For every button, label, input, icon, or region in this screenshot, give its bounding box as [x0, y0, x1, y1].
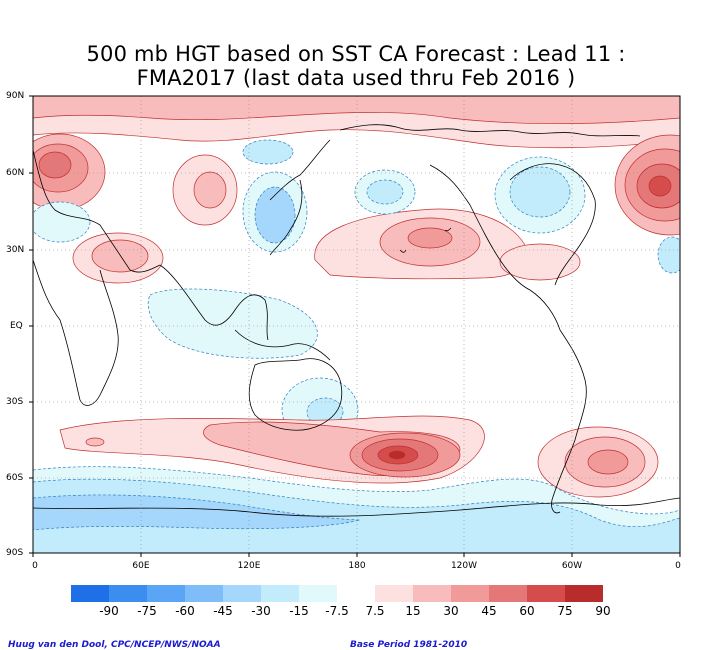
- lat-label-60n: 60N: [6, 168, 25, 178]
- colorbar-swatch: [375, 585, 413, 602]
- anomaly-asia-highs: [72, 154, 238, 284]
- colorbar-label: 45: [481, 604, 497, 618]
- colorbar-swatch: [223, 585, 261, 602]
- colorbar-swatch: [299, 585, 337, 602]
- colorbar-swatch: [71, 585, 109, 602]
- colorbar-swatch: [337, 585, 375, 602]
- lon-label-120e: 120E: [237, 561, 261, 571]
- footer-credit: Huug van den Dool, CPC/NCEP/NWS/NOAA: [8, 640, 221, 650]
- lon-label-180: 180: [348, 561, 366, 571]
- colorbar: [71, 585, 603, 602]
- colorbar-swatch: [147, 585, 185, 602]
- anomaly-north-pacific-high: [314, 208, 581, 281]
- lat-label-eq: EQ: [10, 321, 23, 331]
- anomaly-southern-band: [59, 415, 659, 498]
- colorbar-swatch: [109, 585, 147, 602]
- anomaly-northern-lows: [33, 139, 680, 274]
- axis-ticks: [29, 95, 681, 557]
- colorbar-label: -60: [175, 604, 195, 618]
- anomaly-arctic-positive: [33, 96, 680, 149]
- colorbar-swatch: [185, 585, 223, 602]
- colorbar-swatch: [565, 585, 603, 602]
- map-title-line2: FMA2017 (last data used thru Feb 2016 ): [136, 66, 576, 90]
- lon-label-120w: 120W: [450, 561, 478, 571]
- colorbar-label: 15: [405, 604, 421, 618]
- lon-label-0-left: 0: [32, 561, 38, 571]
- colorbar-label: -7.5: [325, 604, 349, 618]
- lat-label-30n: 30N: [6, 245, 25, 255]
- lat-label-90s: 90S: [6, 548, 24, 558]
- colorbar-label: 60: [519, 604, 535, 618]
- colorbar-swatch: [261, 585, 299, 602]
- lon-label-0-right: 0: [675, 561, 681, 571]
- coastlines: [33, 124, 680, 517]
- colorbar-swatch: [413, 585, 451, 602]
- colorbar-label: 30: [443, 604, 459, 618]
- colorbar-label: 75: [557, 604, 573, 618]
- footer-base-period: Base Period 1981-2010: [350, 640, 468, 650]
- colorbar-label: -15: [289, 604, 309, 618]
- lat-label-90n: 90N: [6, 91, 25, 101]
- colorbar-label: -45: [213, 604, 233, 618]
- colorbar-label: -30: [251, 604, 271, 618]
- colorbar-label: -90: [99, 604, 119, 618]
- colorbar-swatch: [451, 585, 489, 602]
- lat-label-30s: 30S: [6, 397, 24, 407]
- map-title-line1: 500 mb HGT based on SST CA Forecast : Le…: [86, 42, 626, 66]
- colorbar-swatch: [527, 585, 565, 602]
- colorbar-label: -75: [137, 604, 157, 618]
- lon-label-60w: 60W: [561, 561, 583, 571]
- anomaly-europe-high: [33, 133, 106, 211]
- colorbar-swatch: [489, 585, 527, 602]
- colorbar-label: 90: [595, 604, 611, 618]
- colorbar-label: 7.5: [365, 604, 385, 618]
- map-graticule: [33, 96, 680, 553]
- lon-label-60e: 60E: [132, 561, 150, 571]
- lat-label-60s: 60S: [6, 473, 24, 483]
- anomaly-atlantic-high: [614, 134, 680, 236]
- map-field: [33, 96, 680, 553]
